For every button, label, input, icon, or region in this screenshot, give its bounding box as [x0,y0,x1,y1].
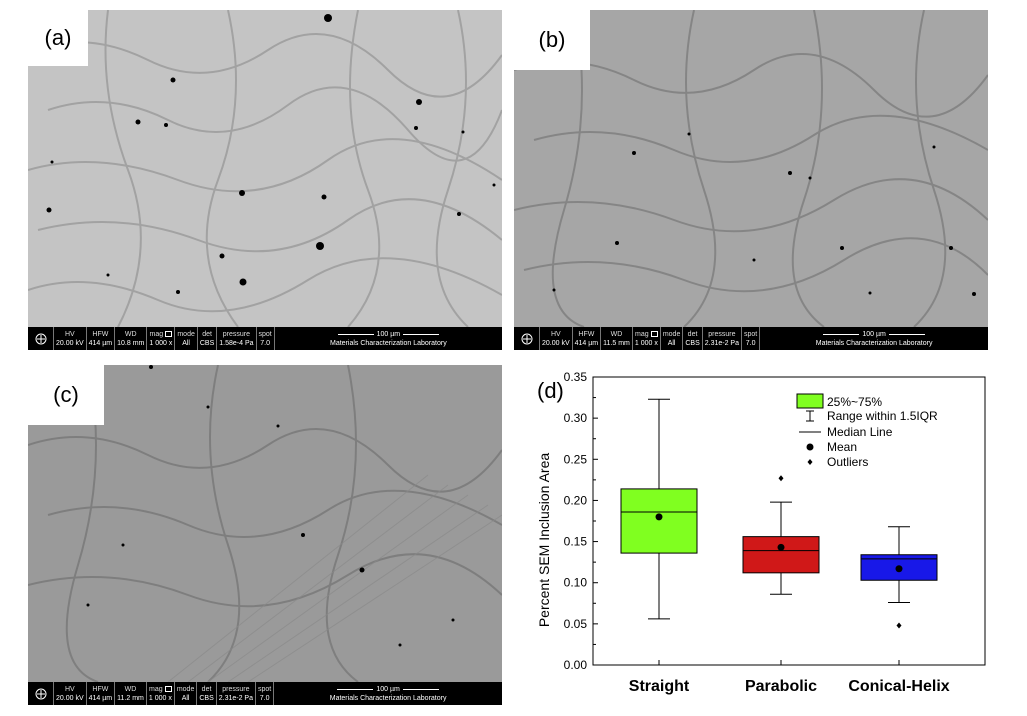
mode-cell: mode All [661,327,684,350]
legend-entry-box: 25%~75% [827,395,882,409]
fei-logo-icon [514,327,540,350]
mean-marker [895,565,903,573]
y-tick-label: 0.30 [564,411,588,425]
mode-cell: mode All [175,327,198,350]
det-cell: det CBS [197,682,217,705]
sem-databar-b: HV 20.00 kV HFW 414 µm WD 11.5 mm mag 1 000 … [514,327,988,350]
fei-logo-icon [28,327,54,350]
mag-box-icon [164,685,172,692]
wd-cell: WD 11.2 mm [115,682,147,705]
panel-label-c: (c) [28,365,104,425]
mean-marker-icon [806,443,814,451]
hfw-cell: HFW 414 µm [87,327,116,350]
scale-bar: 100 µm Materials Characterization Labora… [330,330,447,347]
sem-databar-a: HV 20.00 kV HFW 414 µm WD 10.8 mm mag 1 000 … [28,327,502,350]
outlier-marker-icon [807,459,813,465]
sem-panel-c: (c) HV 20.00 kV HFW 414 µm WD 11.2 mm mag 1 … [28,365,502,705]
legend-entry-mean: Mean [827,440,857,454]
box-group-parabolic [742,475,820,595]
box-chart: (d) Percent SEM Inclusion Area 0.00 0.05 0… [536,370,986,695]
y-tick-label: 0.10 [564,576,588,590]
y-tick-label: 0.05 [564,617,588,631]
y-tick-label: 0.20 [564,493,588,507]
sem-micrograph-b [514,10,988,327]
panel-label-a: (a) [28,10,88,66]
x-category-label: Parabolic [745,678,817,695]
hfw-cell: HFW 414 µm [87,682,116,705]
iqr-box [620,488,698,554]
det-cell: det CBS [198,327,218,350]
x-category-label: Straight [629,678,690,695]
box-group-straight [620,398,698,620]
iqr-box [742,536,820,574]
wd-cell: WD 10.8 mm [115,327,148,350]
x-category-label: Conical-Helix [848,678,949,695]
pressure-cell: pressure 2.31e-2 Pa [217,682,256,705]
y-tick-label: 0.15 [564,535,588,549]
mag-box-icon [165,330,173,337]
mode-cell: mode All [175,682,198,705]
hv-cell: HV 20.00 kV [54,327,87,350]
legend-entry-median: Median Line [827,425,893,439]
pressure-cell: pressure 1.58e-4 Pa [217,327,257,350]
spot-cell: spot 7.0 [256,682,275,705]
legend-box-swatch [796,393,824,409]
box-group-conical-helix [860,526,938,629]
legend-entry-range: Range within 1.5IQR [827,409,938,423]
scale-bar: 100 µm Materials Characterization Labora… [815,330,933,347]
y-tick-label: 0.35 [564,370,588,384]
wd-cell: WD 11.5 mm [601,327,633,350]
legend-entry-outliers: Outliers [827,455,868,469]
outlier-marker [778,475,784,482]
hv-cell: HV 20.00 kV [54,682,87,705]
fei-logo-icon [28,682,54,705]
panel-label-d: (d) [537,378,564,403]
panel-label-b: (b) [514,10,590,70]
spot-cell: spot 7.0 [257,327,275,350]
hfw-cell: HFW 414 µm [573,327,602,350]
outlier-marker [896,622,902,629]
det-cell: det CBS [683,327,703,350]
mean-marker [655,513,663,521]
sem-panel-b: (b) HV 20.00 kV HFW 414 µm WD 11.5 mm mag 1 … [514,10,988,350]
mean-marker [777,543,785,551]
y-tick-label: 0.00 [564,658,588,672]
hv-cell: HV 20.00 kV [540,327,573,350]
legend: 25%~75% Range within 1.5IQR Median Line … [796,393,938,469]
mag-cell: mag 1 000 x [147,682,175,705]
sem-micrograph-c [28,365,502,682]
mag-cell: mag 1 000 x [633,327,661,350]
sem-micrograph-a [28,10,502,327]
pressure-cell: pressure 2.31e-2 Pa [703,327,742,350]
sem-databar-c: HV 20.00 kV HFW 414 µm WD 11.2 mm mag 1 000 … [28,682,502,705]
mag-cell: mag 1 000 x [147,327,176,350]
y-tick-label: 0.25 [564,452,588,466]
sem-panel-a: (a) HV 20.00 kV HFW 414 µm WD 10.8 mm mag 1 … [28,10,502,350]
spot-cell: spot 7.0 [742,327,761,350]
whisker-range-icon [806,410,814,422]
scale-bar: 100 µm Materials Characterization Labora… [329,685,447,702]
mag-box-icon [650,330,658,337]
y-axis-label: Percent SEM Inclusion Area [536,453,552,628]
